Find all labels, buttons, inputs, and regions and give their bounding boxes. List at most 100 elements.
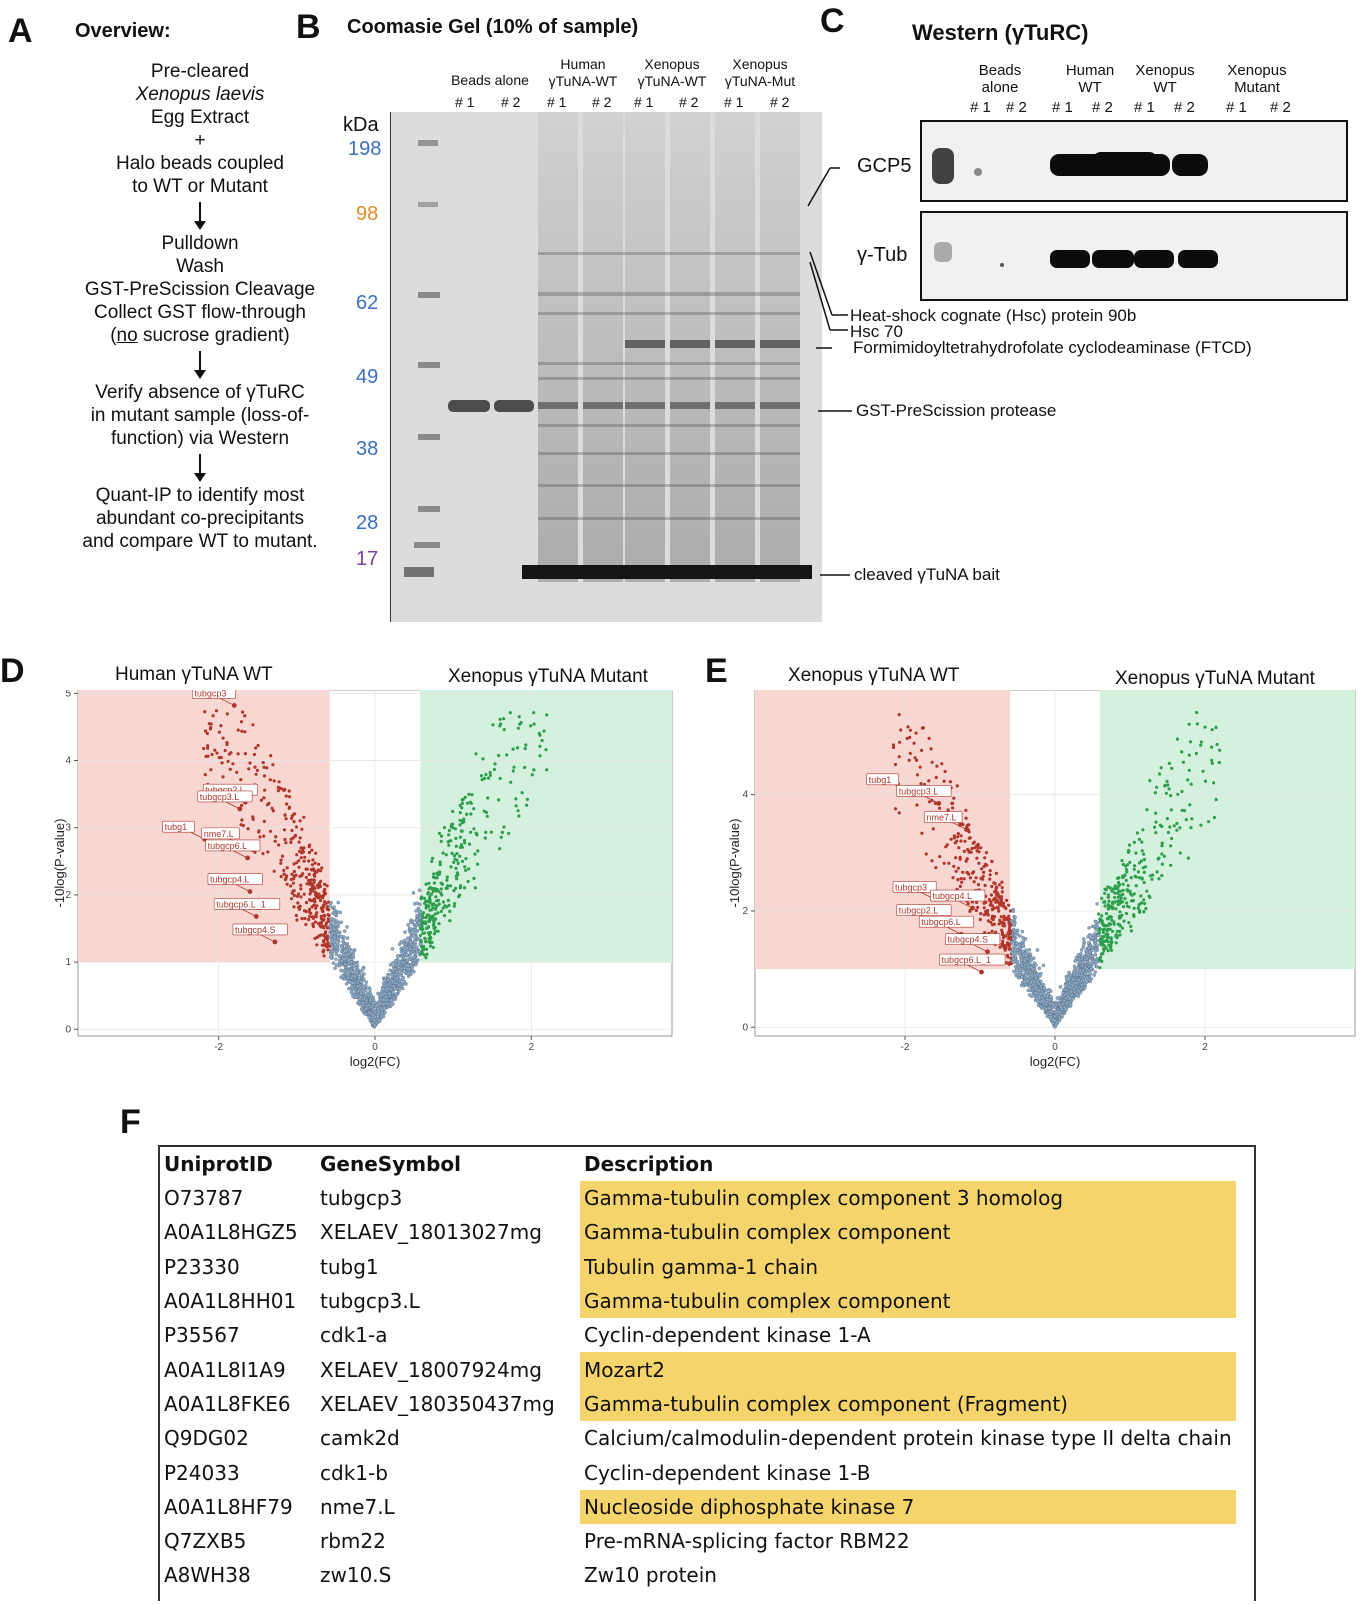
data-point bbox=[1091, 935, 1096, 940]
data-point bbox=[1187, 753, 1191, 757]
data-point bbox=[1035, 996, 1039, 1001]
data-point bbox=[251, 723, 255, 727]
data-point bbox=[359, 979, 364, 984]
data-point bbox=[485, 814, 489, 818]
group-name: Xenopus bbox=[644, 56, 700, 72]
data-point bbox=[1112, 922, 1116, 926]
data-point bbox=[1012, 944, 1016, 948]
coprecipitant-table: UniprotID GeneSymbol Description O73787 t… bbox=[160, 1147, 1236, 1593]
data-point bbox=[1018, 968, 1022, 973]
data-point bbox=[523, 765, 527, 770]
western-group-human: Human WT bbox=[1045, 62, 1135, 96]
data-point bbox=[976, 842, 980, 847]
data-point bbox=[1117, 916, 1122, 920]
data-point bbox=[1090, 962, 1095, 966]
data-point bbox=[1114, 933, 1118, 937]
data-point bbox=[285, 882, 289, 886]
workflow-text: Verify absence of γTuRC bbox=[95, 382, 305, 403]
data-point bbox=[1169, 844, 1173, 848]
data-point bbox=[1134, 851, 1138, 855]
data-point bbox=[361, 1001, 366, 1005]
data-point bbox=[447, 843, 451, 847]
data-point bbox=[343, 962, 347, 966]
table-row: O73787 tubgcp3 Gamma-tubulin complex compo… bbox=[160, 1181, 1236, 1216]
data-point bbox=[203, 710, 207, 714]
data-point bbox=[385, 1002, 389, 1006]
data-point bbox=[406, 958, 410, 962]
x-tick-label: 0 bbox=[372, 1042, 378, 1053]
table-row: A0A1L8HF79 nme7.L Nucleoside diphosphate k… bbox=[160, 1489, 1236, 1524]
underlined-no: no bbox=[116, 325, 138, 346]
data-point bbox=[283, 813, 287, 817]
data-point bbox=[289, 840, 293, 845]
data-point bbox=[325, 934, 330, 938]
data-point bbox=[994, 871, 998, 875]
data-point bbox=[979, 912, 983, 916]
data-point bbox=[1098, 966, 1102, 970]
data-point bbox=[299, 856, 303, 860]
data-point bbox=[458, 893, 462, 897]
data-point bbox=[964, 859, 968, 863]
data-point bbox=[967, 849, 971, 853]
data-point bbox=[268, 778, 272, 782]
data-point bbox=[210, 752, 214, 757]
data-point bbox=[515, 746, 520, 750]
data-point bbox=[308, 887, 313, 892]
data-point bbox=[329, 900, 333, 905]
data-point bbox=[384, 998, 389, 1002]
data-point bbox=[1115, 929, 1119, 933]
data-point bbox=[1127, 848, 1131, 853]
data-point bbox=[358, 995, 363, 999]
data-point bbox=[1095, 964, 1099, 969]
table-row: P23330 tubg1 Tubulin gamma-1 chain bbox=[160, 1249, 1236, 1284]
gamma-tub-bands bbox=[1050, 250, 1218, 268]
data-point bbox=[326, 919, 330, 923]
lane-rep: # 1 bbox=[455, 94, 475, 110]
lane-rep: # 1 bbox=[547, 94, 567, 110]
data-point bbox=[413, 962, 418, 967]
data-point bbox=[956, 866, 960, 870]
data-point bbox=[529, 724, 533, 728]
point-label: nme7.L bbox=[927, 813, 957, 823]
data-point bbox=[445, 905, 449, 909]
data-point bbox=[1079, 973, 1084, 978]
data-point bbox=[413, 935, 417, 940]
data-point bbox=[219, 755, 223, 760]
data-point bbox=[1169, 808, 1173, 812]
data-point bbox=[262, 819, 266, 823]
data-point bbox=[412, 947, 416, 952]
data-point bbox=[538, 733, 542, 737]
western-group-beads: Beads alone bbox=[955, 62, 1045, 96]
data-point bbox=[511, 769, 515, 773]
data-point bbox=[1186, 856, 1190, 860]
data-point bbox=[997, 922, 1001, 926]
data-point bbox=[983, 856, 987, 860]
data-point bbox=[363, 1012, 368, 1016]
data-point bbox=[1103, 900, 1107, 904]
data-point bbox=[239, 720, 244, 724]
data-point bbox=[377, 1018, 381, 1023]
gene-cell: XELAEV_18013027mg bbox=[320, 1220, 542, 1245]
data-point bbox=[448, 884, 453, 888]
data-point bbox=[326, 913, 330, 917]
data-point bbox=[451, 826, 455, 830]
data-point bbox=[336, 900, 340, 905]
data-point bbox=[1012, 969, 1016, 974]
data-point bbox=[290, 828, 294, 833]
data-point bbox=[1072, 964, 1077, 969]
data-point bbox=[990, 923, 995, 927]
data-point bbox=[297, 907, 301, 911]
description-cell: Gamma-tubulin complex component (Fragmen… bbox=[580, 1386, 1236, 1422]
data-point bbox=[927, 736, 931, 740]
data-point bbox=[416, 958, 420, 962]
workflow-step-3: Verify absence of γTuRC in mutant sample… bbox=[70, 381, 330, 450]
data-point bbox=[998, 945, 1002, 949]
labeled-point bbox=[272, 939, 278, 945]
data-point bbox=[333, 966, 337, 970]
data-point bbox=[956, 878, 960, 882]
data-point bbox=[1012, 960, 1017, 965]
data-point bbox=[458, 845, 463, 849]
data-point bbox=[415, 913, 419, 918]
panel-label-e: E bbox=[705, 652, 728, 690]
workflow-text: Collect GST flow-through bbox=[94, 302, 306, 323]
